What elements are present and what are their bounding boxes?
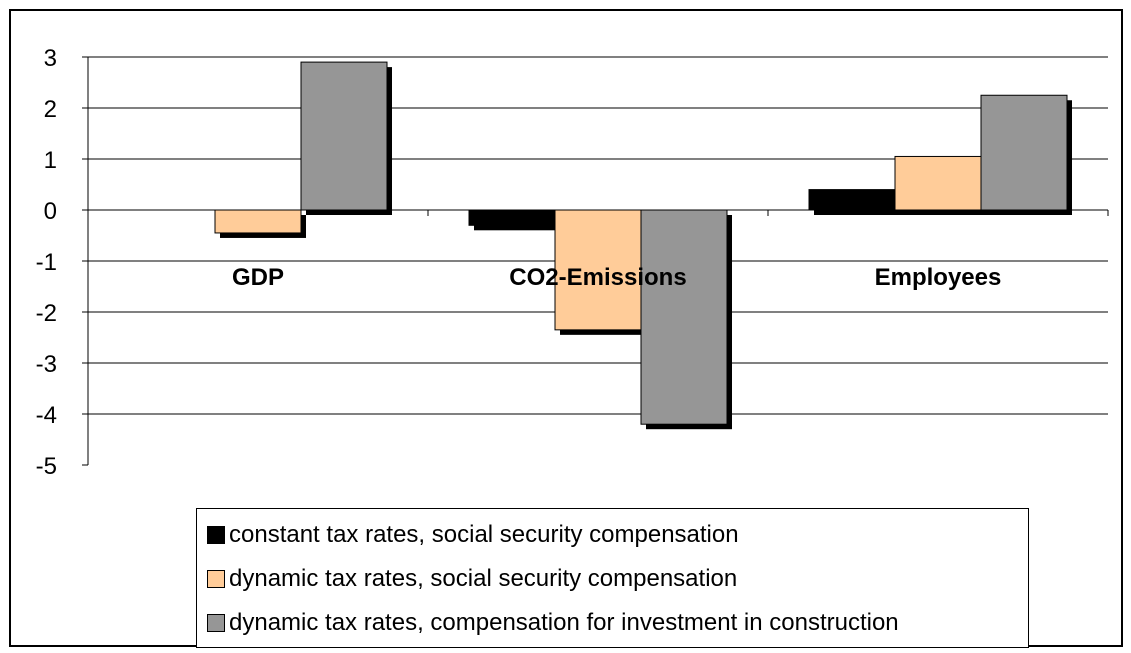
bar: [894, 155, 982, 211]
legend-swatch: [207, 570, 225, 588]
legend-item: dynamic tax rates, social security compe…: [207, 557, 1028, 601]
y-tick-label: -1: [36, 249, 57, 276]
bar: [214, 209, 302, 234]
y-tick-label: -2: [36, 300, 57, 327]
legend-label: dynamic tax rates, compensation for inve…: [229, 609, 899, 636]
category-label: CO2-Emissions: [509, 264, 686, 291]
legend-label: constant tax rates, social security comp…: [229, 521, 739, 548]
legend-label: dynamic tax rates, social security compe…: [229, 565, 738, 592]
y-tick-label: 2: [44, 96, 57, 123]
bar: [640, 209, 728, 425]
bar: [300, 61, 388, 211]
chart-legend: constant tax rates, social security comp…: [196, 508, 1029, 648]
category-label: Employees: [875, 264, 1002, 291]
y-tick-label: 0: [44, 198, 57, 225]
legend-item: constant tax rates, social security comp…: [207, 513, 1028, 557]
category-label: GDP: [232, 264, 284, 291]
bar: [980, 94, 1068, 211]
bar: [554, 209, 642, 331]
bar: [468, 209, 556, 226]
legend-swatch: [207, 526, 225, 544]
bar: [808, 189, 896, 211]
legend-item: dynamic tax rates, compensation for inve…: [207, 601, 1028, 645]
y-tick-label: 3: [44, 45, 57, 72]
y-tick-label: 1: [44, 147, 57, 174]
y-tick-label: -5: [36, 453, 57, 480]
y-tick-label: -4: [36, 402, 57, 429]
legend-swatch: [207, 614, 225, 632]
y-tick-label: -3: [36, 351, 57, 378]
